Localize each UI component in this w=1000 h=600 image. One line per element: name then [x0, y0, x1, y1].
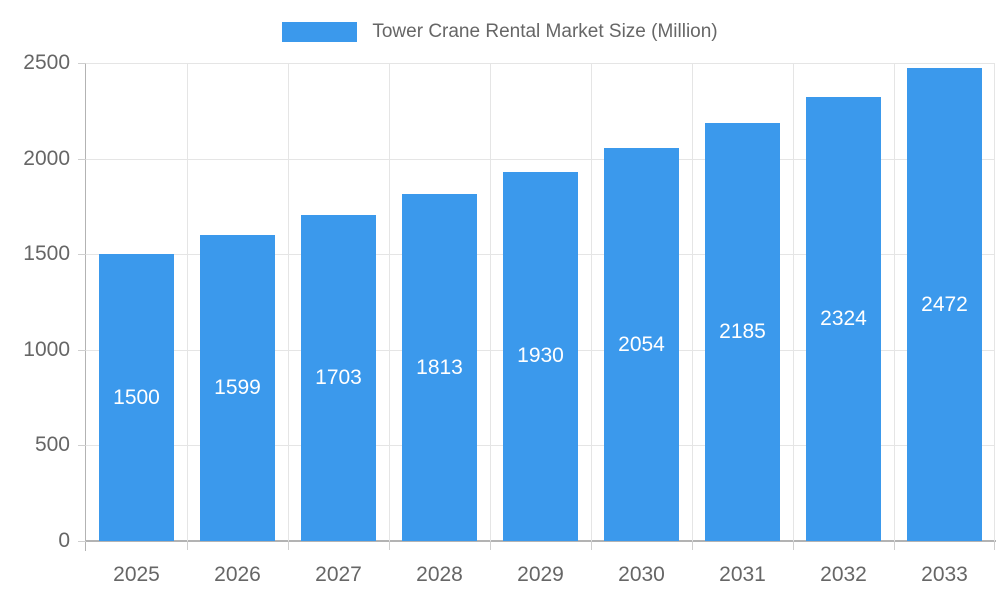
x-tick-mark: [793, 541, 794, 550]
bar-value-label: 1500: [113, 385, 160, 409]
y-tick-mark: [78, 541, 86, 542]
y-tick-label: 1500: [23, 242, 70, 266]
x-tick-mark: [288, 541, 289, 550]
x-tick-mark: [490, 541, 491, 550]
y-gridline: [86, 158, 995, 160]
x-tick-label: 2032: [820, 563, 867, 586]
bar-2033[interactable]: 2472: [907, 68, 982, 541]
x-tick-label: 2033: [921, 563, 968, 586]
bar-value-label: 1703: [315, 366, 362, 390]
plot-area: 1500 1599 1703 1813 1930 2054 2185 2324 2472: [86, 63, 995, 541]
bar-2028[interactable]: 1813: [402, 194, 477, 541]
x-gridline: [490, 63, 491, 541]
x-tick-label: 2028: [416, 563, 463, 586]
legend[interactable]: Tower Crane Rental Market Size (Million): [0, 20, 1000, 44]
y-tick-mark: [78, 254, 86, 256]
x-gridline: [288, 63, 289, 541]
x-gridline: [894, 63, 895, 541]
x-gridline: [692, 63, 693, 541]
bar-value-label: 2472: [921, 292, 968, 316]
y-tick-label: 0: [58, 529, 70, 552]
x-gridline: [994, 63, 995, 541]
bar-2027[interactable]: 1703: [301, 215, 376, 541]
x-tick-label: 2026: [214, 563, 261, 586]
x-tick-label: 2025: [113, 563, 160, 586]
bar-2032[interactable]: 2324: [806, 96, 881, 541]
y-tick-mark: [78, 63, 86, 64]
bar-2025[interactable]: 1500: [99, 254, 174, 541]
bar-2030[interactable]: 2054: [604, 148, 679, 541]
x-tick-mark: [389, 541, 390, 550]
y-tick-label: 2500: [23, 51, 70, 74]
bar-value-label: 1930: [517, 344, 564, 368]
x-tick-label: 2029: [517, 563, 564, 586]
x-tick-mark: [994, 541, 995, 550]
y-tick-label: 1000: [23, 337, 70, 361]
y-axis-line: [85, 63, 86, 551]
y-tick-label: 2000: [23, 146, 70, 170]
x-tick-label: 2031: [719, 563, 766, 586]
x-gridline: [389, 63, 390, 541]
bar-2026[interactable]: 1599: [200, 235, 275, 541]
legend-swatch: [282, 22, 358, 42]
bar-value-label: 2054: [618, 332, 665, 356]
x-tick-mark: [187, 541, 188, 550]
y-tick-label: 500: [34, 433, 70, 457]
x-tick-mark: [692, 541, 693, 550]
x-gridline: [793, 63, 794, 541]
y-gridline: [86, 63, 995, 64]
legend-label: Tower Crane Rental Market Size (Million): [372, 21, 718, 42]
x-gridline: [187, 63, 188, 541]
y-tick-mark: [78, 158, 86, 160]
bar-value-label: 2324: [820, 306, 867, 330]
x-gridline: [591, 63, 592, 541]
x-tick-label: 2027: [315, 563, 362, 586]
bar-2031[interactable]: 2185: [705, 123, 780, 541]
bar-2029[interactable]: 1930: [503, 171, 578, 541]
bar-value-label: 1813: [416, 355, 463, 379]
bar-value-label: 1599: [214, 376, 261, 400]
x-axis-line: [86, 540, 996, 542]
x-tick-mark: [894, 541, 895, 550]
x-tick-mark: [591, 541, 592, 550]
x-tick-label: 2030: [618, 563, 665, 586]
y-tick-mark: [78, 445, 86, 447]
y-tick-mark: [78, 349, 86, 351]
bar-value-label: 2185: [719, 320, 766, 344]
